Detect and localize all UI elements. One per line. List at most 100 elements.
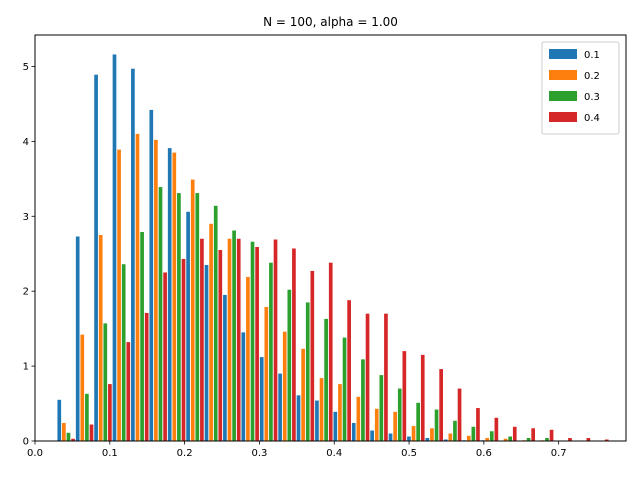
legend-swatch-1 bbox=[549, 70, 577, 80]
bar-series-0-bin-8 bbox=[204, 264, 209, 441]
legend-label-1: 0.2 bbox=[584, 71, 600, 82]
bar-series-2-bin-18 bbox=[397, 388, 402, 441]
bar-series-3-bin-6 bbox=[181, 258, 186, 441]
bar-series-0-bin-12 bbox=[278, 373, 282, 441]
bar-series-2-bin-15 bbox=[342, 337, 347, 441]
bar-series-2-bin-11 bbox=[269, 262, 273, 441]
bar-series-3-bin-3 bbox=[126, 342, 131, 441]
legend-label-2: 0.3 bbox=[584, 92, 600, 103]
chart-title: N = 100, alpha = 1.00 bbox=[263, 15, 398, 29]
bar-series-1-bin-21 bbox=[448, 433, 453, 441]
bar-series-0-bin-2 bbox=[94, 74, 98, 441]
bar-series-1-bin-0 bbox=[62, 423, 66, 441]
bar-series-0-bin-9 bbox=[223, 294, 227, 441]
bar-series-1-bin-9 bbox=[227, 238, 232, 441]
bar-series-1-bin-18 bbox=[393, 411, 397, 441]
x-tick-label: 0.3 bbox=[251, 448, 267, 459]
bar-series-1-bin-1 bbox=[80, 334, 85, 441]
bar-series-1-bin-3 bbox=[117, 149, 121, 442]
bar-series-3-bin-20 bbox=[439, 369, 443, 441]
bar-series-0-bin-16 bbox=[351, 423, 356, 441]
legend-swatch-2 bbox=[549, 91, 577, 101]
bar-series-3-bin-13 bbox=[310, 270, 315, 441]
x-tick-label: 0.0 bbox=[27, 448, 43, 459]
bar-series-0-bin-0 bbox=[57, 399, 62, 441]
bar-series-3-bin-17 bbox=[384, 313, 388, 441]
legend-swatch-0 bbox=[549, 49, 577, 59]
bar-series-3-bin-2 bbox=[108, 384, 112, 441]
bar-series-0-bin-3 bbox=[112, 54, 117, 441]
bar-series-0-bin-18 bbox=[388, 433, 393, 441]
bar-series-3-bin-19 bbox=[420, 354, 425, 441]
bar-series-1-bin-14 bbox=[319, 378, 324, 441]
x-axis: 0.0 0.1 0.2 0.3 0.4 0.5 0.6 0.7 bbox=[27, 441, 567, 459]
bar-series-2-bin-12 bbox=[287, 289, 292, 441]
bar-series-0-bin-4 bbox=[131, 68, 135, 442]
bar-series-2-bin-9 bbox=[232, 230, 236, 441]
bar-series-3-bin-7 bbox=[200, 238, 204, 441]
y-tick-label: 4 bbox=[23, 137, 29, 148]
bar-series-1-bin-13 bbox=[301, 348, 305, 441]
bar-series-3-bin-16 bbox=[365, 313, 370, 441]
bar-series-2-bin-14 bbox=[324, 318, 328, 441]
bar-series-3-bin-8 bbox=[218, 249, 223, 441]
bar-series-3-bin-11 bbox=[273, 239, 278, 441]
legend-box bbox=[541, 41, 620, 135]
bars-group bbox=[57, 54, 609, 442]
bar-series-3-bin-15 bbox=[347, 300, 351, 441]
bar-series-1-bin-11 bbox=[264, 306, 269, 441]
bar-series-2-bin-7 bbox=[195, 193, 200, 441]
bar-series-0-bin-15 bbox=[333, 411, 338, 441]
bar-series-2-bin-6 bbox=[177, 193, 181, 441]
x-tick-label: 0.1 bbox=[102, 448, 118, 459]
bar-series-3-bin-24 bbox=[512, 426, 517, 441]
bar-series-1-bin-16 bbox=[356, 396, 361, 441]
bar-series-1-bin-6 bbox=[172, 152, 177, 442]
bar-series-3-bin-23 bbox=[494, 417, 499, 441]
bar-series-0-bin-10 bbox=[241, 332, 246, 441]
bar-series-2-bin-2 bbox=[103, 323, 108, 441]
legend: 0.1 0.2 0.3 0.4 bbox=[541, 41, 620, 135]
bar-series-2-bin-4 bbox=[140, 232, 144, 441]
bar-series-1-bin-19 bbox=[411, 426, 416, 441]
x-tick-label: 0.4 bbox=[326, 448, 342, 459]
bar-series-3-bin-28 bbox=[586, 438, 591, 441]
x-tick-label: 0.5 bbox=[401, 448, 417, 459]
bar-series-1-bin-8 bbox=[209, 223, 213, 441]
bar-series-0-bin-14 bbox=[315, 400, 319, 441]
bar-series-3-bin-12 bbox=[292, 248, 296, 441]
bar-series-0-bin-1 bbox=[75, 236, 80, 441]
bar-series-3-bin-21 bbox=[457, 388, 462, 441]
bar-series-3-bin-1 bbox=[89, 424, 94, 441]
y-tick-label: 1 bbox=[23, 362, 29, 373]
bar-series-2-bin-3 bbox=[121, 264, 126, 441]
plot-frame bbox=[34, 34, 627, 442]
bar-series-1-bin-10 bbox=[246, 276, 250, 441]
y-tick-label: 3 bbox=[23, 212, 29, 223]
bar-series-1-bin-4 bbox=[135, 133, 140, 441]
bar-series-1-bin-2 bbox=[98, 235, 103, 441]
bar-series-2-bin-24 bbox=[508, 436, 512, 441]
legend-label-0: 0.1 bbox=[584, 50, 600, 61]
bar-series-0-bin-21 bbox=[443, 439, 448, 441]
bar-series-0-bin-19 bbox=[407, 436, 411, 441]
bar-series-2-bin-26 bbox=[545, 438, 549, 441]
bar-series-2-bin-23 bbox=[489, 431, 494, 441]
bar-series-3-bin-27 bbox=[568, 438, 572, 441]
bar-series-2-bin-17 bbox=[379, 375, 384, 441]
y-tick-label: 5 bbox=[23, 62, 29, 73]
bar-series-3-bin-29 bbox=[604, 439, 609, 441]
x-tick-label: 0.6 bbox=[476, 448, 492, 459]
bar-series-1-bin-22 bbox=[466, 435, 471, 441]
bar-series-3-bin-4 bbox=[144, 312, 149, 441]
bar-series-3-bin-26 bbox=[549, 429, 554, 441]
bar-series-0-bin-5 bbox=[149, 109, 154, 441]
bar-series-1-bin-5 bbox=[154, 139, 158, 441]
bar-series-0-bin-7 bbox=[186, 211, 190, 441]
y-tick-label: 2 bbox=[23, 287, 29, 298]
bar-series-2-bin-19 bbox=[416, 402, 420, 441]
bar-series-3-bin-18 bbox=[402, 351, 407, 441]
x-tick-label: 0.7 bbox=[551, 448, 567, 459]
legend-swatch-3 bbox=[549, 112, 577, 122]
